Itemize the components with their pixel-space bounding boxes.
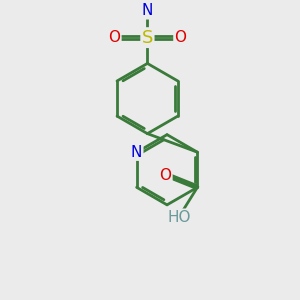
Text: O: O <box>159 168 171 183</box>
Text: HO: HO <box>168 210 191 225</box>
Text: O: O <box>108 30 120 45</box>
Text: N: N <box>131 145 142 160</box>
Text: O: O <box>174 30 186 45</box>
Text: N: N <box>142 3 153 18</box>
Text: S: S <box>142 28 153 46</box>
